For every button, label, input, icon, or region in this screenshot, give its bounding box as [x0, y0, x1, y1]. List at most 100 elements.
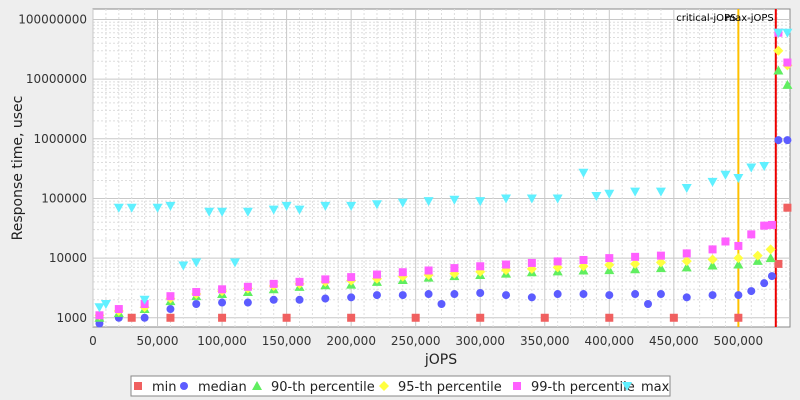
99-th-percentile-point: [243, 282, 252, 291]
median-point: [553, 290, 562, 299]
min-point: [734, 313, 743, 322]
90-th-percentile-point: [782, 79, 793, 89]
max-point: [94, 303, 105, 313]
min-point: [774, 259, 783, 268]
95-th-percentile-point: [773, 45, 784, 56]
max-point: [100, 300, 111, 310]
min-point: [218, 313, 227, 322]
95-th-percentile-point: [681, 256, 692, 267]
99-th-percentile-point: [760, 221, 769, 230]
median-point: [269, 295, 278, 304]
x-axis-ticks: 0 50,000 100,000 150,000 200,000 250,000 300,0…: [89, 334, 763, 348]
max-point: [217, 207, 228, 217]
max-point: [204, 207, 215, 217]
max-point: [152, 203, 163, 213]
99-th-percentile-point: [767, 220, 776, 229]
99-th-percentile-point: [734, 241, 743, 250]
x-tick-label: 300,000: [455, 334, 505, 348]
median-point: [347, 293, 356, 302]
99-th-percentile-point: [269, 279, 278, 288]
y-tick-label: 1000000: [34, 132, 87, 146]
legend-marker-median: [180, 382, 188, 390]
99-th-percentile-point: [553, 257, 562, 266]
legend-box: [130, 375, 671, 397]
99-th-percentile-point: [347, 273, 356, 282]
99-th-percentile-point: [708, 245, 717, 254]
99-th-percentile-point: [721, 237, 730, 246]
median-point: [774, 136, 783, 145]
99-th-percentile-point: [166, 292, 175, 301]
legend-label-max: max: [641, 380, 670, 395]
median-point: [579, 290, 588, 299]
median-point: [218, 298, 227, 307]
max-point: [501, 194, 512, 204]
95-th-percentile-point: [655, 257, 666, 268]
max-point: [281, 201, 292, 211]
median-point: [166, 305, 175, 314]
90-th-percentile-point: [733, 259, 744, 269]
data-marks: [94, 28, 793, 328]
90-th-percentile-point: [681, 262, 692, 272]
95-th-percentile-point: [707, 254, 718, 265]
99-th-percentile-point: [682, 249, 691, 258]
max-point: [320, 201, 331, 211]
median-point: [321, 294, 330, 303]
max-point: [229, 258, 240, 268]
legend-marker-95-th-percentile: [379, 381, 389, 391]
x-tick-label: 450,000: [649, 334, 699, 348]
legend-label-90-th-percentile: 90-th percentile: [271, 380, 375, 395]
max-point: [591, 191, 602, 201]
min-point: [347, 313, 356, 322]
max-point: [126, 203, 137, 213]
y-tick-label: 10000: [49, 251, 87, 265]
plot-background: [92, 8, 791, 328]
min-point: [127, 313, 136, 322]
99-th-percentile-point: [656, 251, 665, 260]
99-th-percentile-point: [321, 275, 330, 284]
max-point: [655, 187, 666, 197]
max-point: [707, 177, 718, 187]
max-point: [449, 195, 460, 205]
max-point: [526, 194, 537, 204]
y-axis-ticks: 1000 10000 100000 1000000 10000000 100000000: [18, 13, 87, 325]
median-point: [682, 293, 691, 302]
max-point: [113, 203, 124, 213]
legend-marker-min: [134, 382, 142, 390]
min-point: [783, 203, 792, 212]
reference-line-label: max-jOPS: [725, 13, 773, 24]
95-th-percentile-point: [733, 253, 744, 264]
max-point: [552, 194, 563, 204]
90-th-percentile-point: [765, 253, 776, 263]
min-point: [282, 313, 291, 322]
median-point: [192, 300, 201, 309]
95-th-percentile-point: [630, 258, 641, 269]
median-point: [424, 290, 433, 299]
95-th-percentile-point: [604, 259, 615, 270]
median-point: [502, 291, 511, 300]
y-tick-label: 10000000: [26, 72, 87, 86]
median-point: [767, 272, 776, 281]
max-point: [139, 295, 150, 305]
max-point: [371, 200, 382, 210]
99-th-percentile-point: [424, 266, 433, 275]
99-th-percentile-point: [747, 230, 756, 239]
max-point: [681, 183, 692, 193]
min-point: [605, 313, 614, 322]
99-th-percentile-point: [218, 285, 227, 294]
max-point: [268, 205, 279, 215]
median-point: [437, 300, 446, 309]
max-point: [720, 170, 731, 180]
reference-line-label: critical-jOPS: [676, 13, 736, 24]
min-point: [411, 313, 420, 322]
max-point: [191, 258, 202, 268]
median-point: [656, 290, 665, 299]
x-tick-label: 200,000: [326, 334, 376, 348]
99-th-percentile-point: [579, 255, 588, 264]
median-point: [450, 290, 459, 299]
99-th-percentile-point: [783, 58, 792, 67]
x-tick-label: 400,000: [584, 334, 634, 348]
min-point: [476, 313, 485, 322]
max-point: [346, 201, 357, 211]
